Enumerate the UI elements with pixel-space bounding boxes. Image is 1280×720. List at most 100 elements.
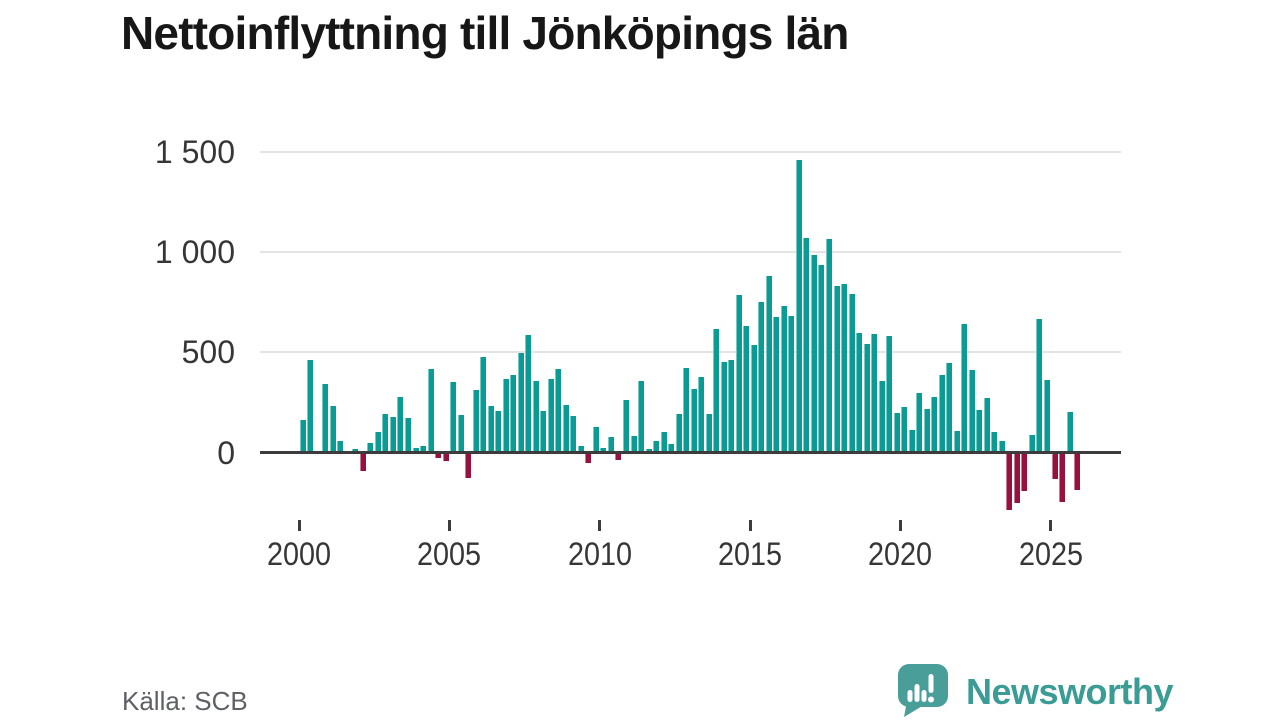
bar-2023-q2: [998, 441, 1005, 453]
x-axis-tick-mark: [898, 520, 902, 531]
bar-2017-q1: [810, 254, 817, 453]
x-axis-tick-label: 2000: [266, 536, 332, 572]
bar-2000-q1: [299, 420, 306, 453]
bar-2022-q4: [983, 398, 990, 453]
bar-2008-q1: [540, 411, 547, 453]
bar-2012-q2: [668, 444, 675, 453]
bar-2002-q4: [382, 414, 389, 453]
bar-2007-q3: [525, 335, 532, 453]
bar-2015-q1: [750, 345, 757, 453]
source-note: Källa: SCB: [122, 686, 248, 716]
bar-2008-q2: [547, 379, 554, 453]
bar-2019-q3: [886, 336, 893, 453]
bar-2013-q2: [698, 377, 705, 453]
bar-2020-q2: [908, 430, 915, 453]
bar-2009-q4: [592, 427, 599, 453]
bar-2009-q2: [577, 446, 584, 453]
x-axis-tick-label: 2020: [868, 536, 933, 572]
bar-2018-q2: [848, 294, 855, 453]
bar-2006-q3: [495, 411, 502, 453]
bar-2015-q4: [773, 317, 780, 453]
bar-2023-q1: [991, 432, 998, 453]
bar-2011-q1: [630, 436, 637, 453]
x-axis-tick-mark: [1049, 520, 1053, 531]
bar-2001-q2: [337, 441, 344, 453]
bar-2004-q2: [427, 369, 434, 453]
bar-2004-q3: [435, 452, 442, 458]
bar-2024-q2: [1028, 435, 1035, 453]
bar-2011-q4: [653, 441, 660, 453]
bar-2014-q4: [743, 326, 750, 453]
bar-2010-q3: [615, 452, 622, 460]
bar-2025-q2: [1059, 452, 1066, 502]
y-axis-tick-label: 1 000: [154, 233, 235, 270]
bar-2005-q4: [472, 390, 479, 453]
bar-2004-q1: [420, 446, 427, 453]
bar-2022-q2: [968, 370, 975, 453]
bar-2014-q2: [728, 360, 735, 453]
bar-2010-q2: [607, 437, 614, 453]
bar-2013-q3: [705, 414, 712, 453]
bar-2012-q3: [675, 414, 682, 453]
bar-2005-q2: [457, 415, 464, 453]
bar-2000-q2: [307, 360, 314, 453]
bar-2016-q3: [795, 159, 802, 453]
bar-2000-q4: [322, 384, 329, 453]
bar-2001-q4: [352, 449, 359, 453]
bar-2022-q3: [976, 410, 983, 453]
bar-2025-q3: [1066, 412, 1073, 453]
bar-2023-q3: [1006, 452, 1013, 510]
bar-2016-q4: [803, 237, 810, 453]
bar-2003-q2: [397, 397, 404, 453]
bar-2018-q4: [863, 344, 870, 453]
bar-2018-q1: [841, 283, 848, 453]
x-axis-line: [260, 451, 1121, 454]
x-axis-tick-mark: [447, 520, 451, 531]
bar-2013-q4: [713, 329, 720, 453]
bar-2005-q1: [450, 382, 457, 453]
bar-2013-q1: [690, 389, 697, 453]
bar-2003-q3: [405, 418, 411, 453]
bar-2003-q1: [389, 417, 396, 453]
bar-2006-q1: [480, 357, 487, 453]
bar-2007-q1: [510, 375, 517, 453]
gridline: [260, 250, 1121, 253]
bar-2008-q3: [555, 369, 562, 453]
bar-2024-q4: [1043, 380, 1050, 453]
bar-2005-q3: [465, 452, 472, 478]
bar-2012-q4: [683, 368, 690, 453]
bar-2009-q3: [585, 452, 592, 463]
x-axis-tick-label: 2010: [567, 536, 632, 572]
bar-2024-q3: [1036, 319, 1043, 453]
logo-bar-small-icon: [907, 690, 913, 702]
bar-2020-q1: [901, 407, 908, 453]
y-axis-tick-label: 0: [217, 434, 235, 471]
bar-2014-q3: [735, 295, 742, 453]
bar-2012-q1: [660, 432, 667, 453]
bar-2008-q4: [562, 405, 569, 453]
x-axis-tick-label: 2015: [718, 536, 783, 572]
bar-2007-q4: [532, 381, 539, 453]
bar-2019-q1: [871, 334, 878, 453]
page-title: Nettoinflyttning till Jönköpings län: [121, 7, 849, 59]
x-axis-tick-label: 2025: [1018, 536, 1083, 572]
x-axis-tick-label: 2005: [417, 536, 482, 572]
bar-2016-q2: [788, 316, 795, 453]
bar-2003-q4: [412, 448, 419, 453]
bar-2021-q3: [946, 363, 953, 453]
bar-2021-q1: [931, 397, 938, 453]
gridline: [260, 150, 1121, 153]
bar-2015-q3: [765, 275, 772, 453]
x-axis-tick-mark: [748, 520, 752, 531]
bar-2011-q2: [638, 381, 645, 453]
bar-2023-q4: [1013, 452, 1020, 503]
bar-2020-q3: [916, 393, 923, 453]
bar-2021-q4: [953, 431, 960, 453]
bar-2001-q1: [329, 406, 336, 453]
bar-2002-q2: [367, 443, 374, 453]
y-axis-tick-label: 500: [181, 334, 235, 371]
bar-2019-q2: [878, 381, 885, 453]
bar-2006-q4: [502, 379, 509, 453]
